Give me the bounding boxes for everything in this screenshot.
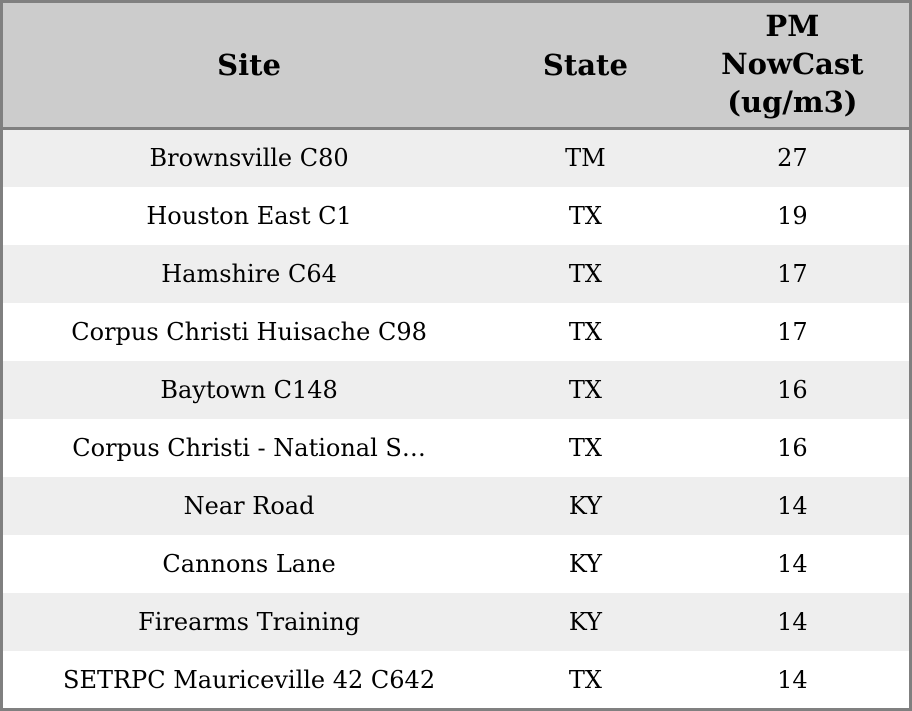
site-cell: SETRPC Mauriceville 42 C642: [63, 665, 436, 694]
state-cell: KY: [568, 492, 602, 521]
site-cell: Near Road: [183, 492, 315, 521]
site-cell: Baytown C148: [160, 375, 338, 404]
site-cell: Cannons Lane: [162, 550, 336, 579]
pm-nowcast-cell: 17: [777, 259, 808, 288]
column-header-state-label: State: [542, 48, 628, 82]
state-cell: TM: [565, 144, 606, 173]
state-cell: TX: [568, 665, 602, 694]
pm-nowcast-cell: 16: [777, 434, 808, 463]
pm-nowcast-cell: 16: [777, 375, 808, 404]
table-row: Houston East C1 TX 19: [1, 186, 911, 245]
table-row: Corpus Christi - National S… TX 16: [1, 418, 911, 478]
table-row: Cannons Lane KY 14: [1, 535, 911, 594]
table-row: SETRPC Mauriceville 42 C642 TX 14: [1, 651, 911, 710]
column-header-state: State: [495, 1, 676, 130]
column-header-pm-nowcast: PM NowCast (ug/m3): [675, 1, 911, 130]
state-cell: TX: [568, 317, 602, 346]
pm-nowcast-cell: 14: [777, 492, 808, 521]
table-row: Corpus Christi Huisache C98 TX 17: [1, 302, 911, 361]
table-header-row: Site State PM NowCast (ug/m3): [1, 1, 911, 130]
pm-nowcast-cell: 14: [777, 665, 808, 694]
column-header-site-label: Site: [217, 48, 281, 82]
state-cell: KY: [568, 608, 602, 637]
state-cell: TX: [568, 259, 602, 288]
pm-nowcast-cell: 19: [777, 201, 808, 230]
table-row: Brownsville C80 TM 27: [1, 128, 911, 187]
site-cell: Corpus Christi Huisache C98: [71, 317, 427, 346]
state-cell: TX: [568, 375, 602, 404]
site-cell: Firearms Training: [138, 608, 361, 637]
pm-nowcast-cell: 17: [777, 317, 808, 346]
table-row: Baytown C148 TX 16: [1, 360, 911, 419]
state-cell: TX: [568, 434, 602, 463]
site-cell: Corpus Christi - National S…: [72, 434, 426, 463]
pm-nowcast-cell: 14: [777, 608, 808, 637]
site-cell: Brownsville C80: [149, 144, 349, 173]
table-row: Hamshire C64 TX 17: [1, 244, 911, 303]
state-cell: TX: [568, 201, 602, 230]
table-row: Near Road KY 14: [1, 477, 911, 536]
state-cell: KY: [568, 550, 602, 579]
pm-nowcast-cell: 14: [777, 550, 808, 579]
site-cell: Hamshire C64: [161, 259, 337, 288]
table-body: Brownsville C80 TM 27 Houston East C1 TX 19 Ha…: [1, 128, 911, 710]
site-cell: Houston East C1: [146, 201, 352, 230]
column-header-site: Site: [1, 1, 496, 130]
column-header-pm-nowcast-label: PM NowCast (ug/m3): [721, 9, 864, 119]
table-row: Firearms Training KY 14: [1, 593, 911, 652]
pm-nowcast-cell: 27: [777, 144, 808, 173]
